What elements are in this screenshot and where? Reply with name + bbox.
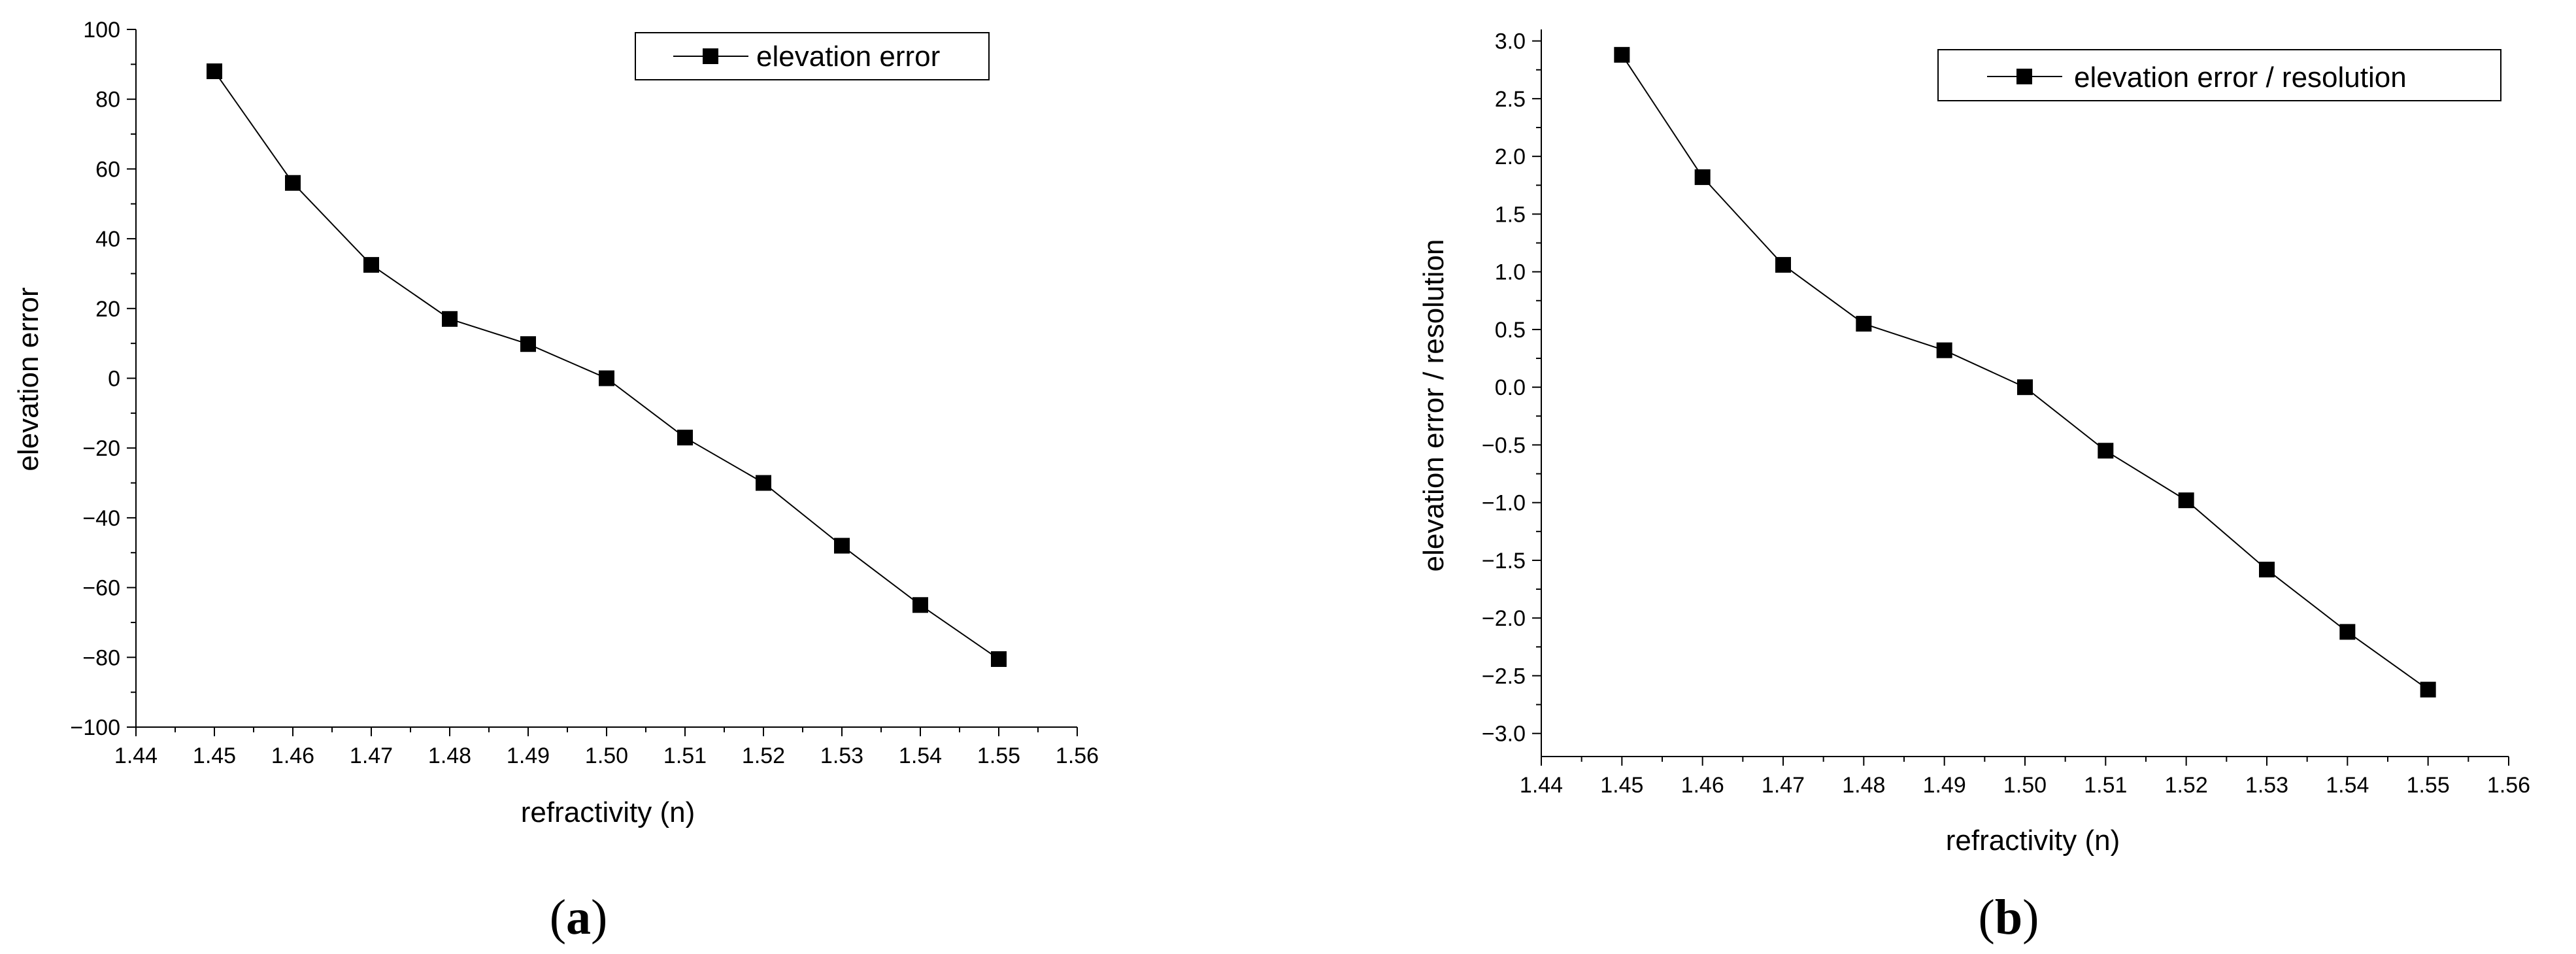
axis-ticks: 1.44 1.45 1.46 1.47 1.48 1.49 1.50 1.51 1.52 1.53… bbox=[1482, 29, 2530, 798]
x-tick-label: 1.55 bbox=[977, 743, 1020, 768]
data-point-marker bbox=[285, 175, 301, 191]
x-tick-label: 1.49 bbox=[1923, 773, 1966, 798]
legend-label: elevation error bbox=[756, 41, 940, 73]
y-tick-label: −2.5 bbox=[1482, 664, 1526, 689]
x-tick-label: 1.46 bbox=[271, 743, 314, 768]
y-tick-label: −100 bbox=[70, 715, 120, 740]
y-tick-label: 80 bbox=[95, 88, 120, 112]
y-tick-label: −20 bbox=[82, 436, 120, 461]
x-tick-label: 1.45 bbox=[1600, 773, 1643, 798]
y-tick-label: 20 bbox=[95, 297, 120, 322]
y-tick-label: 100 bbox=[83, 18, 120, 43]
data-point-marker bbox=[363, 257, 379, 273]
data-point-marker bbox=[207, 63, 222, 80]
panel-label: (b) bbox=[1979, 890, 2039, 945]
data-point-marker bbox=[2420, 681, 2436, 698]
data-point-marker bbox=[520, 336, 536, 352]
chart-panel-b: 1.44 1.45 1.46 1.47 1.48 1.49 1.50 1.51 1.52 1.53… bbox=[1418, 29, 2530, 945]
panel-label-close: ) bbox=[2022, 890, 2039, 945]
data-point-marker bbox=[912, 597, 928, 613]
panel-label-open: ( bbox=[550, 890, 566, 945]
x-tick-label: 1.54 bbox=[2326, 773, 2369, 798]
y-tick-label: −1.0 bbox=[1482, 491, 1526, 516]
x-tick-label: 1.44 bbox=[114, 743, 158, 768]
data-point-marker bbox=[1936, 342, 1952, 358]
y-tick-label: 3.0 bbox=[1495, 29, 1526, 54]
data-point-marker bbox=[599, 370, 614, 386]
y-tick-label: −0.5 bbox=[1482, 433, 1526, 458]
x-tick-label: 1.47 bbox=[1762, 773, 1805, 798]
legend-marker-swatch bbox=[703, 48, 718, 64]
x-tick-label: 1.52 bbox=[2165, 773, 2208, 798]
panel-label-letter: a bbox=[566, 890, 591, 945]
y-tick-label: 60 bbox=[95, 157, 120, 182]
y-tick-label: 0.0 bbox=[1495, 375, 1526, 400]
legend-label: elevation error / resolution bbox=[2074, 61, 2407, 94]
x-tick-label: 1.51 bbox=[663, 743, 707, 768]
data-point-marker bbox=[1694, 169, 1711, 185]
legend: elevation error / resolution bbox=[1937, 49, 2501, 101]
chart-marks bbox=[1614, 46, 2436, 698]
x-tick-label: 1.53 bbox=[820, 743, 863, 768]
x-axis-title: refractivity (n) bbox=[1946, 825, 2120, 857]
y-tick-label: −60 bbox=[82, 576, 120, 601]
y-tick-label: −1.5 bbox=[1482, 549, 1526, 573]
data-point-marker bbox=[2339, 624, 2356, 640]
x-tick-label: 1.50 bbox=[2003, 773, 2047, 798]
x-tick-label: 1.52 bbox=[742, 743, 785, 768]
y-tick-label: 40 bbox=[95, 227, 120, 252]
chart-marks bbox=[207, 63, 1007, 667]
data-point-marker bbox=[2259, 562, 2275, 578]
x-tick-label: 1.49 bbox=[507, 743, 550, 768]
x-tick-label: 1.48 bbox=[1842, 773, 1885, 798]
panel-label: (a) bbox=[550, 890, 608, 945]
x-tick-label: 1.56 bbox=[1056, 743, 1099, 768]
panel-label-open: ( bbox=[1979, 890, 1995, 945]
x-tick-label: 1.46 bbox=[1681, 773, 1724, 798]
y-axis-title: elevation error / resolution bbox=[1418, 239, 1450, 572]
y-tick-label: −80 bbox=[82, 645, 120, 670]
data-point-marker bbox=[991, 651, 1007, 667]
x-tick-label: 1.44 bbox=[1520, 773, 1563, 798]
x-tick-label: 1.50 bbox=[585, 743, 628, 768]
x-tick-label: 1.53 bbox=[2245, 773, 2288, 798]
y-tick-label: −2.0 bbox=[1482, 606, 1526, 631]
y-tick-label: 1.0 bbox=[1495, 260, 1526, 285]
x-tick-label: 1.56 bbox=[2487, 773, 2530, 798]
y-tick-label: 2.5 bbox=[1495, 87, 1526, 112]
x-tick-label: 1.47 bbox=[350, 743, 393, 768]
data-point-marker bbox=[834, 537, 850, 554]
data-point-marker bbox=[1775, 257, 1791, 273]
y-tick-label: 1.5 bbox=[1495, 202, 1526, 227]
legend: elevation error bbox=[635, 32, 990, 80]
data-point-marker bbox=[2178, 492, 2194, 509]
legend-marker-swatch bbox=[2016, 69, 2032, 84]
x-tick-label: 1.55 bbox=[2407, 773, 2450, 798]
chart-panel-a: 1.44 1.45 1.46 1.47 1.48 1.49 1.50 1.51 1.52 1.53… bbox=[12, 18, 1099, 945]
data-point-marker bbox=[756, 475, 771, 491]
y-axis-title: elevation error bbox=[12, 287, 44, 471]
y-tick-label: −40 bbox=[82, 506, 120, 531]
y-tick-label: 0.5 bbox=[1495, 318, 1526, 343]
data-point-marker bbox=[2017, 379, 2033, 396]
data-point-marker bbox=[1856, 316, 1872, 332]
x-tick-label: 1.45 bbox=[193, 743, 236, 768]
data-point-marker bbox=[442, 311, 458, 327]
x-axis-title: refractivity (n) bbox=[521, 796, 695, 828]
panel-label-letter: b bbox=[1995, 890, 2022, 945]
panel-label-close: ) bbox=[591, 890, 607, 945]
x-tick-label: 1.48 bbox=[428, 743, 471, 768]
y-tick-label: −3.0 bbox=[1482, 722, 1526, 747]
data-point-marker bbox=[1614, 46, 1630, 63]
x-tick-label: 1.51 bbox=[2084, 773, 2127, 798]
axis-ticks: 1.44 1.45 1.46 1.47 1.48 1.49 1.50 1.51 1.52 1.53… bbox=[70, 18, 1099, 768]
data-point-marker bbox=[2098, 443, 2114, 459]
y-tick-label: 0 bbox=[108, 367, 120, 392]
y-tick-label: 2.0 bbox=[1495, 145, 1526, 169]
x-tick-label: 1.54 bbox=[899, 743, 942, 768]
data-point-marker bbox=[677, 430, 693, 446]
